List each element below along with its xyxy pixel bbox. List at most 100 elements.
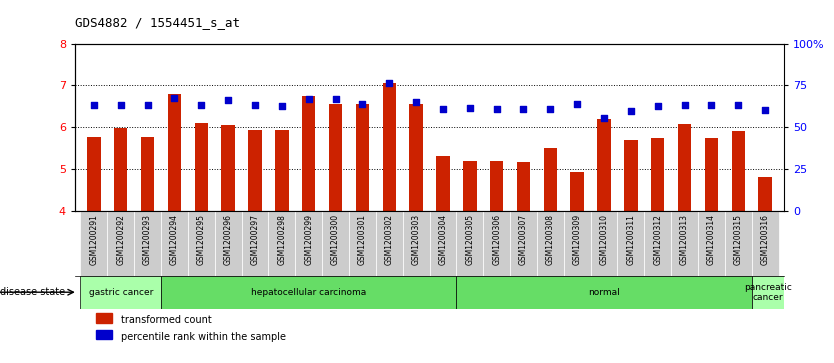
Bar: [108, 211, 134, 276]
Point: [168, 95, 181, 101]
Point: [705, 102, 718, 108]
Bar: [275, 130, 289, 211]
Bar: [483, 211, 510, 276]
Text: GSM1200301: GSM1200301: [358, 214, 367, 265]
Bar: [114, 128, 128, 211]
Text: GSM1200299: GSM1200299: [304, 214, 314, 265]
Bar: [490, 161, 504, 211]
Text: GSM1200295: GSM1200295: [197, 214, 206, 265]
Bar: [456, 211, 483, 276]
Text: GSM1200292: GSM1200292: [116, 214, 125, 265]
Text: GSM1200294: GSM1200294: [170, 214, 179, 265]
Bar: [517, 162, 530, 211]
Bar: [168, 94, 181, 211]
Bar: [409, 104, 423, 211]
Point: [517, 106, 530, 112]
Bar: [161, 211, 188, 276]
Text: GDS4882 / 1554451_s_at: GDS4882 / 1554451_s_at: [75, 16, 240, 29]
Point: [651, 103, 665, 109]
Point: [570, 101, 584, 107]
Bar: [141, 138, 154, 211]
Bar: [758, 177, 772, 211]
Text: GSM1200309: GSM1200309: [573, 214, 581, 265]
Bar: [269, 211, 295, 276]
Bar: [751, 276, 784, 309]
Text: normal: normal: [588, 288, 620, 297]
Bar: [295, 211, 322, 276]
Point: [758, 107, 771, 113]
Bar: [96, 313, 112, 323]
Bar: [349, 211, 376, 276]
Bar: [570, 172, 584, 211]
Text: GSM1200300: GSM1200300: [331, 214, 340, 265]
Bar: [403, 211, 430, 276]
Bar: [355, 104, 369, 211]
Bar: [322, 211, 349, 276]
Point: [356, 101, 369, 107]
Point: [222, 97, 235, 103]
Bar: [430, 211, 456, 276]
Bar: [671, 211, 698, 276]
Bar: [705, 138, 718, 211]
Text: disease state: disease state: [0, 287, 65, 297]
Bar: [645, 211, 671, 276]
Bar: [161, 276, 456, 309]
Bar: [96, 330, 112, 339]
Point: [731, 102, 745, 108]
Bar: [302, 96, 315, 211]
Bar: [678, 124, 691, 211]
Point: [624, 108, 637, 114]
Bar: [617, 211, 645, 276]
Point: [436, 106, 450, 112]
Bar: [651, 138, 665, 211]
Point: [678, 102, 691, 108]
Text: GSM1200310: GSM1200310: [600, 214, 609, 265]
Text: GSM1200307: GSM1200307: [519, 214, 528, 265]
Bar: [590, 211, 617, 276]
Text: GSM1200298: GSM1200298: [278, 214, 286, 265]
Bar: [249, 130, 262, 211]
Point: [463, 105, 476, 111]
Text: GSM1200308: GSM1200308: [545, 214, 555, 265]
Bar: [221, 125, 235, 211]
Bar: [87, 138, 101, 211]
Bar: [537, 211, 564, 276]
Bar: [80, 276, 161, 309]
Bar: [376, 211, 403, 276]
Bar: [242, 211, 269, 276]
Text: percentile rank within the sample: percentile rank within the sample: [121, 331, 286, 342]
Text: GSM1200315: GSM1200315: [734, 214, 743, 265]
Point: [490, 106, 503, 112]
Point: [597, 115, 610, 121]
Bar: [564, 211, 590, 276]
Text: GSM1200302: GSM1200302: [384, 214, 394, 265]
Point: [194, 102, 208, 108]
Bar: [214, 211, 242, 276]
Text: GSM1200296: GSM1200296: [224, 214, 233, 265]
Point: [249, 102, 262, 108]
Text: GSM1200306: GSM1200306: [492, 214, 501, 265]
Text: GSM1200304: GSM1200304: [439, 214, 447, 265]
Point: [383, 80, 396, 86]
Bar: [134, 211, 161, 276]
Bar: [751, 211, 779, 276]
Point: [302, 96, 315, 102]
Point: [141, 102, 154, 108]
Bar: [188, 211, 214, 276]
Bar: [383, 83, 396, 211]
Bar: [624, 140, 638, 211]
Point: [409, 99, 423, 105]
Bar: [698, 211, 725, 276]
Text: GSM1200314: GSM1200314: [707, 214, 716, 265]
Point: [88, 102, 101, 108]
Bar: [194, 123, 208, 211]
Text: GSM1200313: GSM1200313: [680, 214, 689, 265]
Text: hepatocellular carcinoma: hepatocellular carcinoma: [251, 288, 366, 297]
Bar: [510, 211, 537, 276]
Bar: [725, 211, 751, 276]
Bar: [436, 156, 450, 211]
Point: [114, 102, 128, 108]
Point: [544, 106, 557, 112]
Text: GSM1200293: GSM1200293: [143, 214, 152, 265]
Text: GSM1200297: GSM1200297: [250, 214, 259, 265]
